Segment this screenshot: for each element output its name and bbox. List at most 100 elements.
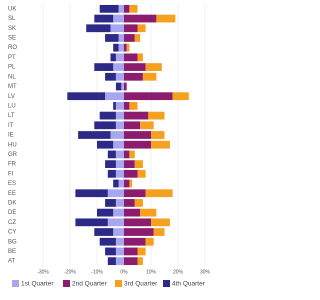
bar-segment [94, 228, 114, 236]
bar-segment [124, 131, 151, 139]
y-tick-label: HU [8, 142, 17, 148]
bar-segment [142, 72, 157, 81]
bar-segment [137, 169, 146, 178]
y-tick-label: MT [8, 84, 17, 90]
bar-segment [126, 43, 130, 52]
bar-segment [156, 14, 176, 23]
bar-segment [94, 14, 114, 23]
bar-segment [115, 199, 124, 207]
bar-segment [99, 237, 116, 246]
x-tick-label: -20% [64, 269, 76, 275]
bar-segment [113, 14, 124, 23]
bar-segment [134, 160, 143, 168]
bar-segment [145, 189, 173, 198]
bar-segment [115, 53, 124, 62]
y-tick-label: BG [8, 239, 17, 245]
bar-segment [115, 160, 124, 168]
bar-segment [97, 140, 114, 149]
y-tick-label: NL [8, 74, 16, 80]
bar-segment [124, 43, 127, 52]
bar-segment [99, 111, 116, 120]
bar-segment [124, 218, 151, 227]
bar-segment [145, 237, 154, 246]
legend-label: 1st Quarter [21, 281, 54, 288]
bar-segment [105, 199, 116, 207]
bar-segment [107, 257, 116, 266]
legend-swatch [163, 280, 170, 287]
x-tick-label: -10% [91, 269, 103, 275]
bar-segment [94, 121, 116, 130]
bar-segment [105, 92, 124, 101]
bar-segment [129, 179, 133, 188]
bar-segment [124, 24, 138, 33]
y-tick-label: SL [8, 16, 16, 22]
bar-segment [107, 218, 124, 227]
bar-segment [115, 247, 124, 256]
bar-segment [124, 121, 141, 130]
legend-swatch [63, 280, 70, 287]
x-tick-label: -30% [37, 269, 49, 275]
y-tick-label: CZ [8, 220, 16, 226]
bar-segment [129, 150, 135, 159]
y-tick-label: DE [8, 210, 16, 216]
bar-segment [124, 63, 146, 71]
x-tick-label: 20% [173, 269, 184, 275]
bar-segment [113, 208, 124, 217]
bar-segment [151, 131, 165, 139]
y-tick-label: UK [8, 6, 16, 12]
bar-segment [113, 140, 124, 149]
bar-segment [110, 24, 124, 33]
bar-segment [124, 111, 149, 120]
bar-segment [124, 247, 138, 256]
bar-segment [75, 189, 108, 198]
bar-segment [67, 92, 106, 101]
bar-segment [78, 131, 111, 139]
bar-segment [134, 34, 141, 42]
bar-segment [110, 131, 124, 139]
bar-segment [124, 92, 173, 101]
bar-segment [137, 24, 146, 33]
y-tick-label: SE [8, 36, 16, 42]
bar-segment [124, 150, 130, 159]
bar-segment [148, 111, 165, 120]
bar-segment [113, 228, 124, 236]
legend-swatch [12, 280, 19, 287]
bar-segment [107, 150, 116, 159]
y-tick-label: ES [8, 181, 16, 187]
x-tick-label: 30% [200, 269, 211, 275]
bar-segment [115, 102, 124, 110]
bar-segment [105, 247, 116, 256]
bar-segment [107, 189, 124, 198]
legend-swatch [115, 280, 122, 287]
bar-segment [124, 228, 154, 236]
bar-segment [105, 34, 119, 42]
bar-segment [137, 53, 143, 62]
y-tick-label: PT [8, 55, 16, 61]
bar-segment [115, 121, 124, 130]
bar-segment [118, 4, 124, 13]
bar-segment [124, 4, 130, 13]
bar-segment [153, 228, 165, 236]
y-tick-label: GR [8, 152, 18, 158]
bar-segment [97, 208, 114, 217]
y-tick-label: FR [8, 162, 17, 168]
bar-segment [115, 169, 124, 178]
chart: -30% -20% -10% 0% 10% 20% 30% UK SL SK SE RO PT PL NL M… [8, 4, 211, 288]
bar-segment [140, 208, 157, 217]
legend-label: 2nd Quarter [72, 281, 108, 288]
bar-segment [115, 150, 124, 159]
y-tick-label: RO [8, 45, 17, 51]
bar-segment [137, 257, 143, 266]
bar-segment [134, 199, 143, 207]
bar-segment [110, 53, 116, 62]
bar-segment [121, 82, 124, 91]
bar-segment [115, 237, 124, 246]
y-tick-label: LU [8, 103, 16, 109]
y-tick-label: LT [8, 113, 15, 119]
bar-segment [124, 189, 146, 198]
bar-segment [115, 257, 124, 266]
y-tick-label: BE [8, 249, 16, 255]
bar-segment [113, 179, 119, 188]
bar-segment [105, 160, 116, 168]
y-tick-label: PL [8, 65, 16, 71]
